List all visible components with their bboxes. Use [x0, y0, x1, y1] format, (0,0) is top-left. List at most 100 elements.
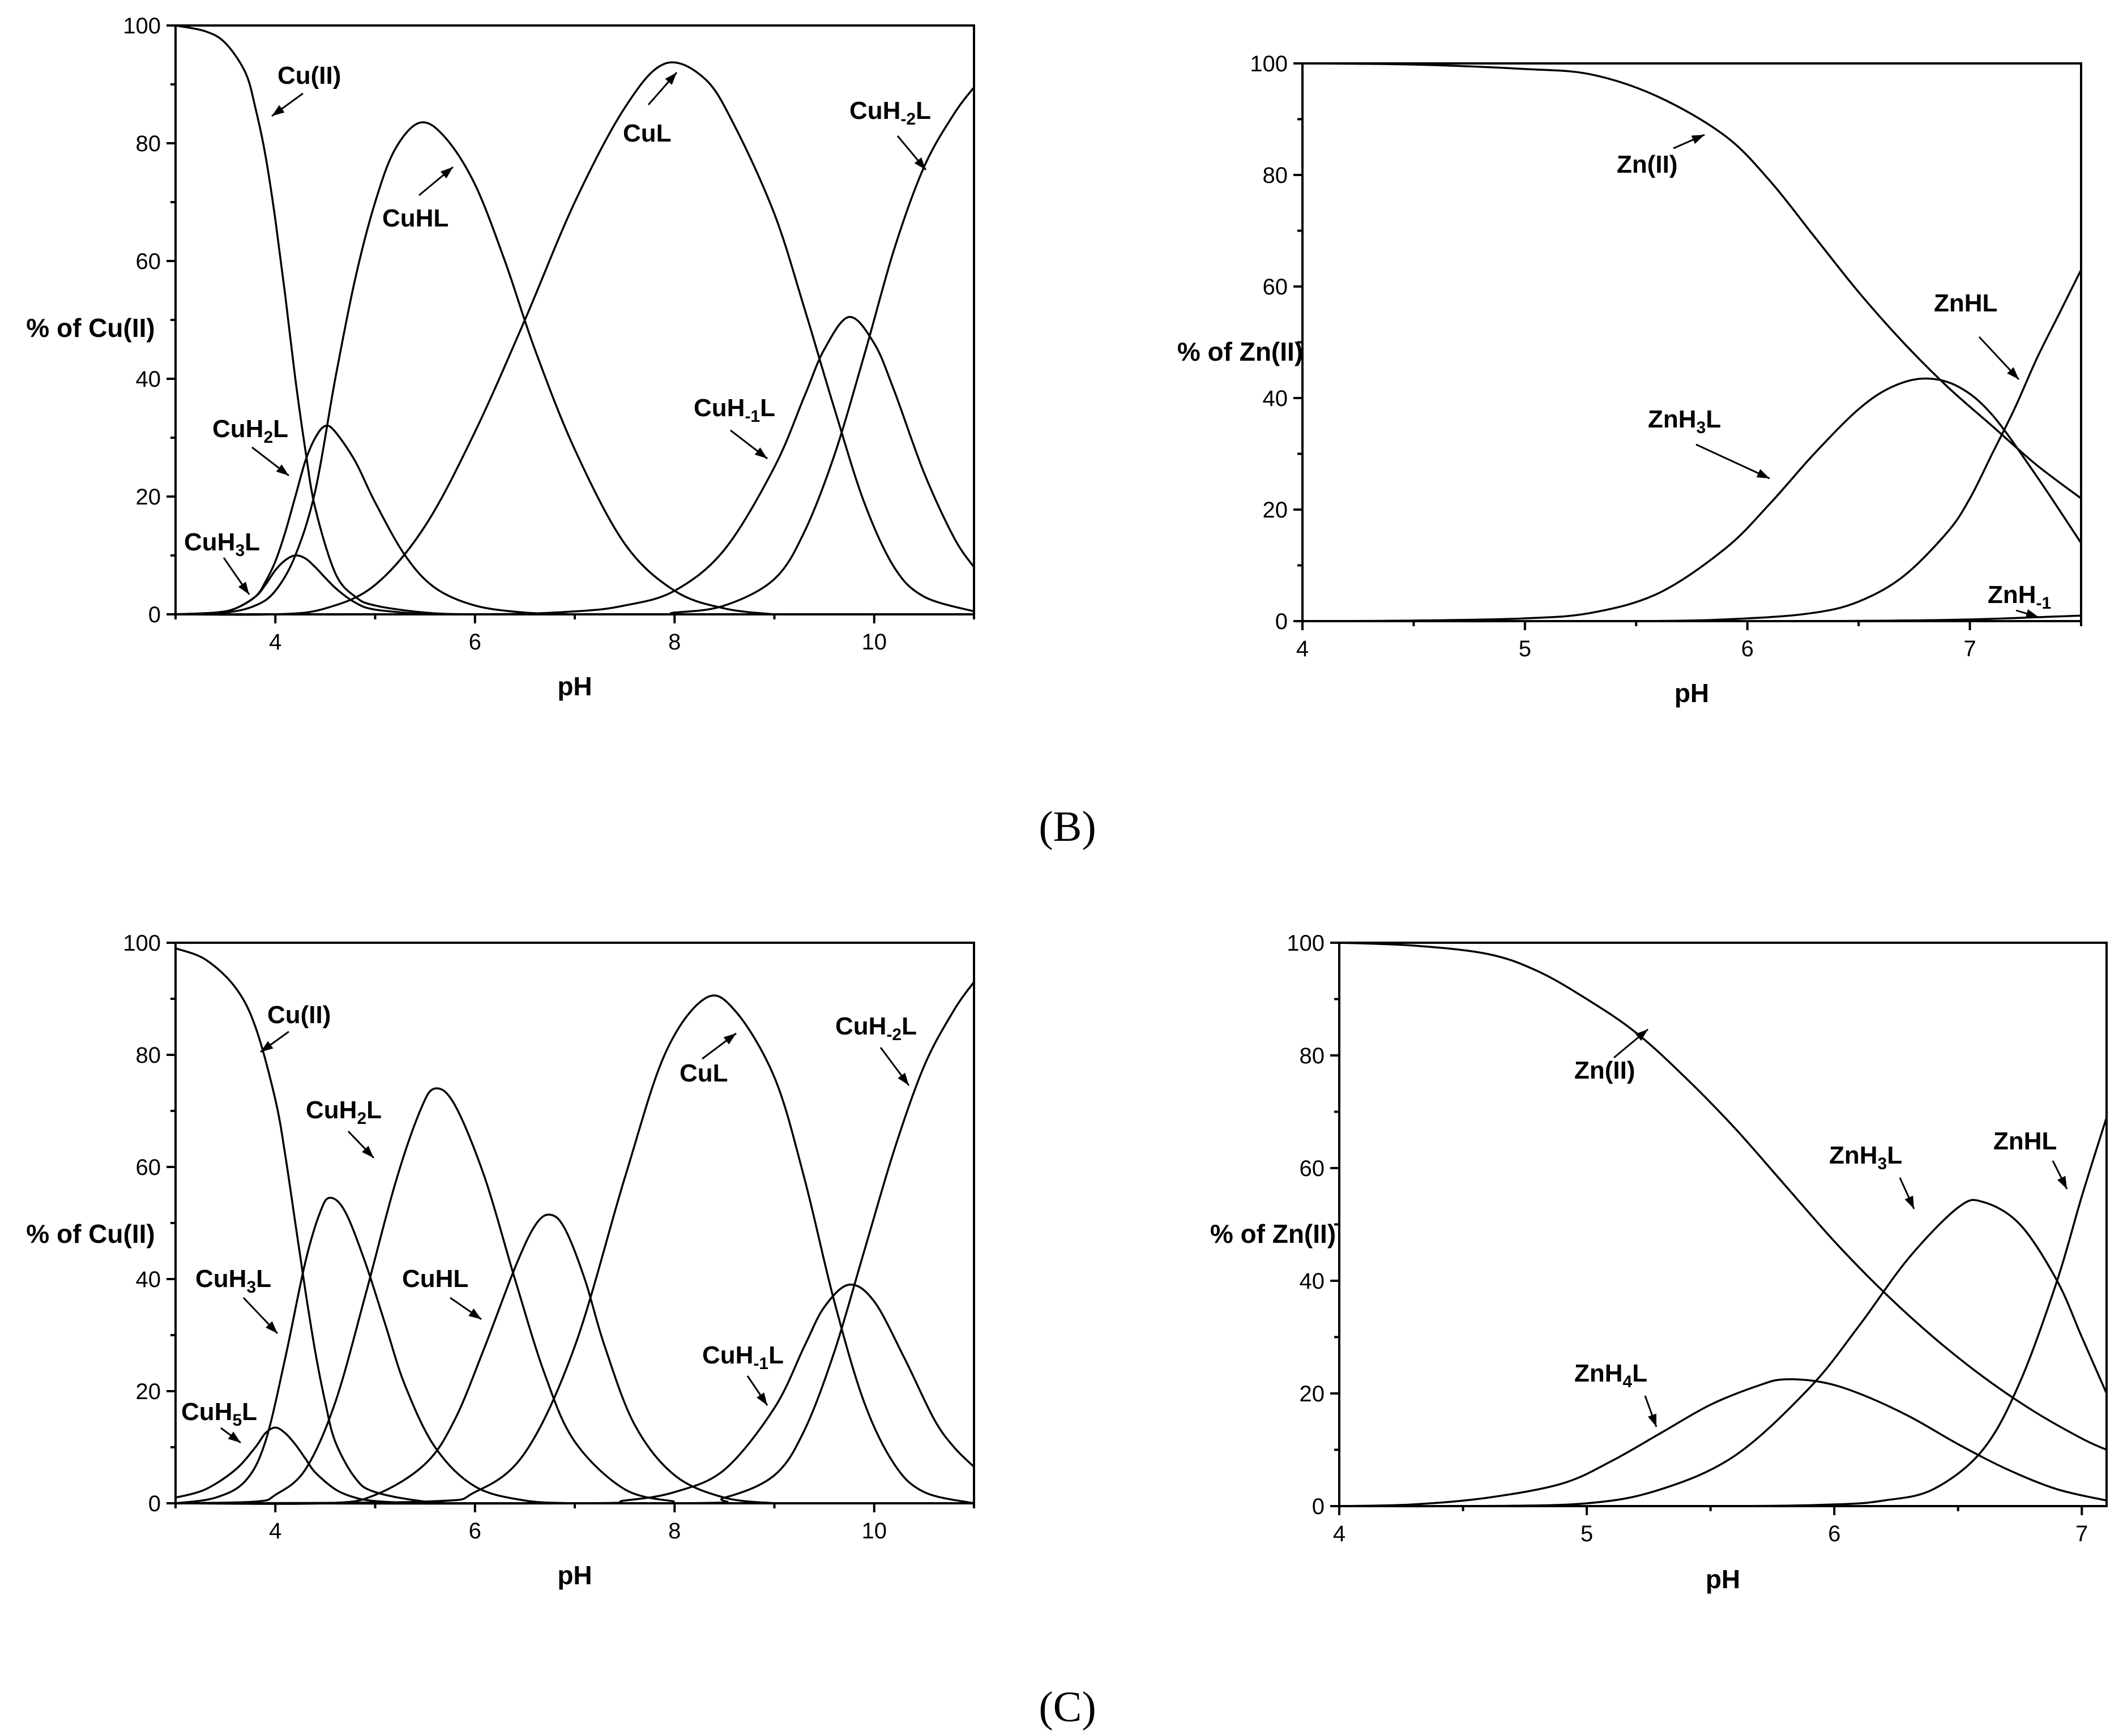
x-tick-label: 6 [469, 1519, 481, 1543]
arrowhead-cuh3l [266, 1321, 277, 1333]
species-label-cuhl: CuHL [382, 204, 448, 232]
series-line-cuhl [175, 1213, 775, 1505]
y-tick-label: 40 [136, 367, 161, 392]
arrowhead-cuh2l [362, 1145, 374, 1158]
y-tick-label: 80 [136, 131, 161, 156]
y-tick-label: 20 [136, 1379, 161, 1404]
arrowhead-cul [723, 1033, 736, 1045]
arrowhead-cuhl [468, 1308, 481, 1319]
x-tick-label: 5 [1580, 1521, 1593, 1546]
x-tick-label: 4 [1296, 636, 1309, 661]
series-line-cu-ii [175, 947, 575, 1504]
species-label-cul: CuL [623, 119, 672, 147]
series-line-cuh-1l [175, 316, 975, 616]
x-tick-label: 8 [668, 1519, 681, 1543]
y-tick-label: 40 [136, 1267, 161, 1292]
arrowhead-znhl [2007, 367, 2019, 379]
x-axis-label: pH [557, 672, 592, 701]
y-tick-label: 0 [148, 602, 161, 627]
species-label-cuhl: CuHL [402, 1265, 468, 1293]
arrowhead-zn-ii [1691, 135, 1705, 144]
y-tick-label: 20 [136, 485, 161, 510]
y-tick-label: 60 [1300, 1156, 1325, 1181]
plot-frame [1338, 942, 2108, 1507]
y-tick-label: 0 [1275, 609, 1288, 634]
panel-letter-b: (B) [1039, 803, 1096, 850]
series-line-znhl [1302, 269, 2082, 623]
species-label-znh4l: ZnH4L [1574, 1359, 1647, 1391]
species-label-znh3l: ZnH3L [1829, 1141, 1902, 1173]
species-label-cuh-1l: CuH-1L [694, 394, 775, 426]
species-label-cuh-2l: CuH-2L [835, 1012, 917, 1044]
chart-c-zinc: 4 5 6 7 0 20 40 60 80 100 pH % of Zn(II) Zn(II) ZnH4L… [1210, 931, 2108, 1594]
series-line-znh-1 [1302, 614, 2082, 622]
arrowhead-cuh3l [238, 581, 249, 595]
y-tick-label: 100 [123, 14, 161, 39]
x-tick-label: 10 [862, 630, 887, 655]
y-tick-label: 0 [148, 1491, 161, 1516]
arrowhead-cu-ii [260, 1041, 274, 1052]
species-label-cuh3l: CuH3L [195, 1265, 271, 1297]
series-line-znh4l [1339, 1378, 2107, 1507]
species-label-cu-ii: Cu(II) [277, 62, 341, 89]
x-tick-label: 7 [2075, 1521, 2088, 1546]
species-label-cuh2l: CuH2L [306, 1096, 382, 1128]
series-line-zn-ii [1302, 62, 2082, 499]
arrowhead-cuh-2l [898, 1072, 909, 1085]
x-tick-label: 4 [269, 630, 281, 655]
series-line-znh3l [1339, 1199, 2108, 1508]
y-tick-label: 80 [136, 1043, 161, 1068]
series-line-cuh2l [175, 1087, 675, 1504]
series-line-cuh-1l [175, 1284, 975, 1505]
species-label-znh-1: ZnH-1 [1988, 581, 2051, 613]
arrowhead-cuh-1l [754, 447, 767, 459]
series-line-cuh5l [175, 1426, 435, 1504]
plot-frame [1301, 62, 2082, 622]
x-tick-label: 4 [1333, 1521, 1345, 1546]
y-tick-label: 80 [1263, 163, 1288, 188]
y-axis-label: % of Cu(II) [26, 1219, 155, 1248]
species-label-znhl: ZnHL [1934, 289, 1997, 317]
series-line-znh3l [1302, 377, 2082, 622]
series-line-zn-ii [1339, 942, 2107, 1451]
species-label-cuh-1l: CuH-1L [702, 1341, 784, 1373]
x-tick-label: 10 [862, 1519, 887, 1543]
arrowhead-znh3l [1756, 469, 1770, 478]
species-label-zn-ii: Zn(II) [1617, 151, 1678, 178]
series-line-cuh2l [175, 424, 575, 615]
x-axis-label: pH [557, 1560, 592, 1590]
arrowhead-zn-ii [1635, 1029, 1648, 1041]
series-line-cuhl [175, 121, 775, 615]
y-tick-label: 100 [1287, 931, 1325, 956]
species-label-cuh-2l: CuH-2L [849, 97, 931, 129]
series-line-znhl [1339, 1117, 2108, 1507]
arrowhead-znh-1 [2025, 609, 2039, 618]
y-axis-label: % of Zn(II) [1210, 1219, 1336, 1248]
x-tick-label: 8 [668, 630, 681, 655]
x-tick-label: 4 [269, 1519, 281, 1543]
arrowhead-cuh2l [276, 464, 289, 476]
y-tick-label: 20 [1263, 498, 1288, 523]
y-tick-label: 20 [1300, 1382, 1325, 1406]
x-tick-label: 6 [469, 630, 481, 655]
y-tick-label: 60 [136, 1155, 161, 1180]
chart-b-zinc: 4 5 6 7 0 20 40 60 80 100 pH % of Zn(II) Zn(II) ZnH3L… [1177, 52, 2082, 708]
arrowhead-cu-ii [272, 105, 285, 116]
y-tick-label: 0 [1312, 1494, 1325, 1519]
species-label-znh3l: ZnH3L [1648, 405, 1721, 437]
species-label-cu-ii: Cu(II) [267, 1001, 331, 1029]
arrowhead-znh4l [1647, 1413, 1656, 1427]
series-line-cuh3l [175, 1196, 575, 1504]
y-tick-label: 80 [1300, 1044, 1325, 1068]
arrowhead-znh3l [1904, 1195, 1914, 1209]
species-label-cul: CuL [680, 1059, 728, 1087]
x-tick-label: 6 [1741, 636, 1754, 661]
y-tick-label: 60 [136, 249, 161, 274]
y-tick-label: 40 [1300, 1269, 1325, 1294]
arrow-znh3l [1695, 443, 1770, 480]
x-axis-label: pH [1675, 678, 1709, 708]
arrowhead-znhl [2057, 1175, 2067, 1189]
